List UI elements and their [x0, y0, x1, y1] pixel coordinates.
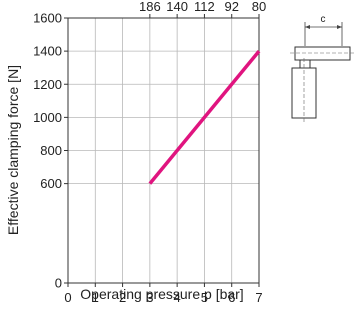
y-tick-label: 0: [55, 276, 62, 291]
x-tick-label: 0: [64, 290, 71, 305]
y-tick-label: 600: [40, 176, 62, 191]
x-tick-label: 6: [228, 290, 235, 305]
dimension-arrow-right: [337, 25, 342, 29]
dimension-arrow-left: [305, 25, 310, 29]
y-axis-title: Effective clamping force [N]: [5, 65, 21, 235]
top-tick-label: 80: [252, 0, 266, 14]
top-tick-label: 112: [194, 0, 215, 14]
x-tick-label: 3: [146, 290, 153, 305]
y-tick-label: 800: [40, 143, 62, 158]
dimension-label: c: [321, 14, 326, 25]
cylinder-body: [291, 67, 317, 119]
clamp-arm: [294, 46, 351, 61]
top-tick-labels: 186 140 112 92 80: [139, 0, 266, 14]
x-tick-label: 1: [92, 290, 99, 305]
x-tick-label: 4: [174, 290, 181, 305]
top-tick-label: 186: [139, 0, 161, 14]
y-tick-label: 1000: [33, 110, 62, 125]
x-tick-labels: 0 1 2 3 4 5 6 7: [64, 290, 262, 305]
y-tick-label: 1400: [33, 44, 62, 59]
grid-lines: [68, 18, 259, 283]
x-tick-label: 5: [201, 290, 208, 305]
top-tick-label: 92: [224, 0, 238, 14]
series-line: [148, 50, 261, 185]
x-tick-label: 2: [119, 290, 126, 305]
y-tick-labels: 0 600 800 1000 1200 1400 1600: [33, 11, 62, 291]
y-tick-label: 1600: [33, 11, 62, 26]
x-tick-label: 7: [255, 290, 262, 305]
axes: [64, 14, 260, 287]
series-layer: [148, 50, 261, 185]
cylinder-diagram: c: [290, 14, 356, 124]
piston-rod: [299, 59, 311, 69]
top-tick-label: 140: [166, 0, 188, 14]
x-axis-title: Operating pressure p [bar]: [80, 286, 243, 302]
y-tick-label: 1200: [33, 77, 62, 92]
